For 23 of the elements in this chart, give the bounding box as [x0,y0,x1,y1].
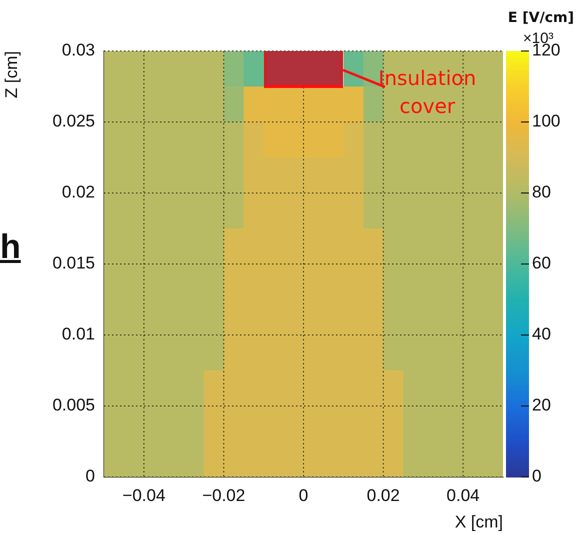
y-tick-label: 0.02 [62,182,95,202]
y-tick-label: 0.005 [52,396,95,415]
y-tick-label: 0.01 [62,324,95,344]
annotation: Insulation cover [377,64,478,120]
x-axis-title: X [cm] [454,512,503,532]
color-bar-label: 20 [532,396,551,415]
x-tick-label: 0.02 [366,486,400,505]
y-tick-label: 0.015 [52,254,95,273]
y-tick-label: 0.025 [52,112,95,131]
y-axis-title: Z [cm] [2,51,21,98]
y-tick-label: 0 [86,466,95,486]
x-tick-label: −0.02 [202,486,246,505]
x-tick-label: 0 [298,486,308,505]
color-bar-label: 40 [532,324,551,344]
color-bar-label: 60 [532,254,551,273]
y-tick-label: 0.03 [62,40,95,60]
color-bar-label: 0 [532,466,542,486]
x-tick-label: 0.04 [446,486,480,505]
color-bar-title: E [V/cm] [508,10,574,26]
text: h [0,228,21,267]
color-bar-label: 100 [532,112,560,131]
x-tick-label: −0.04 [122,486,166,505]
color-bar-label: 80 [532,182,551,202]
